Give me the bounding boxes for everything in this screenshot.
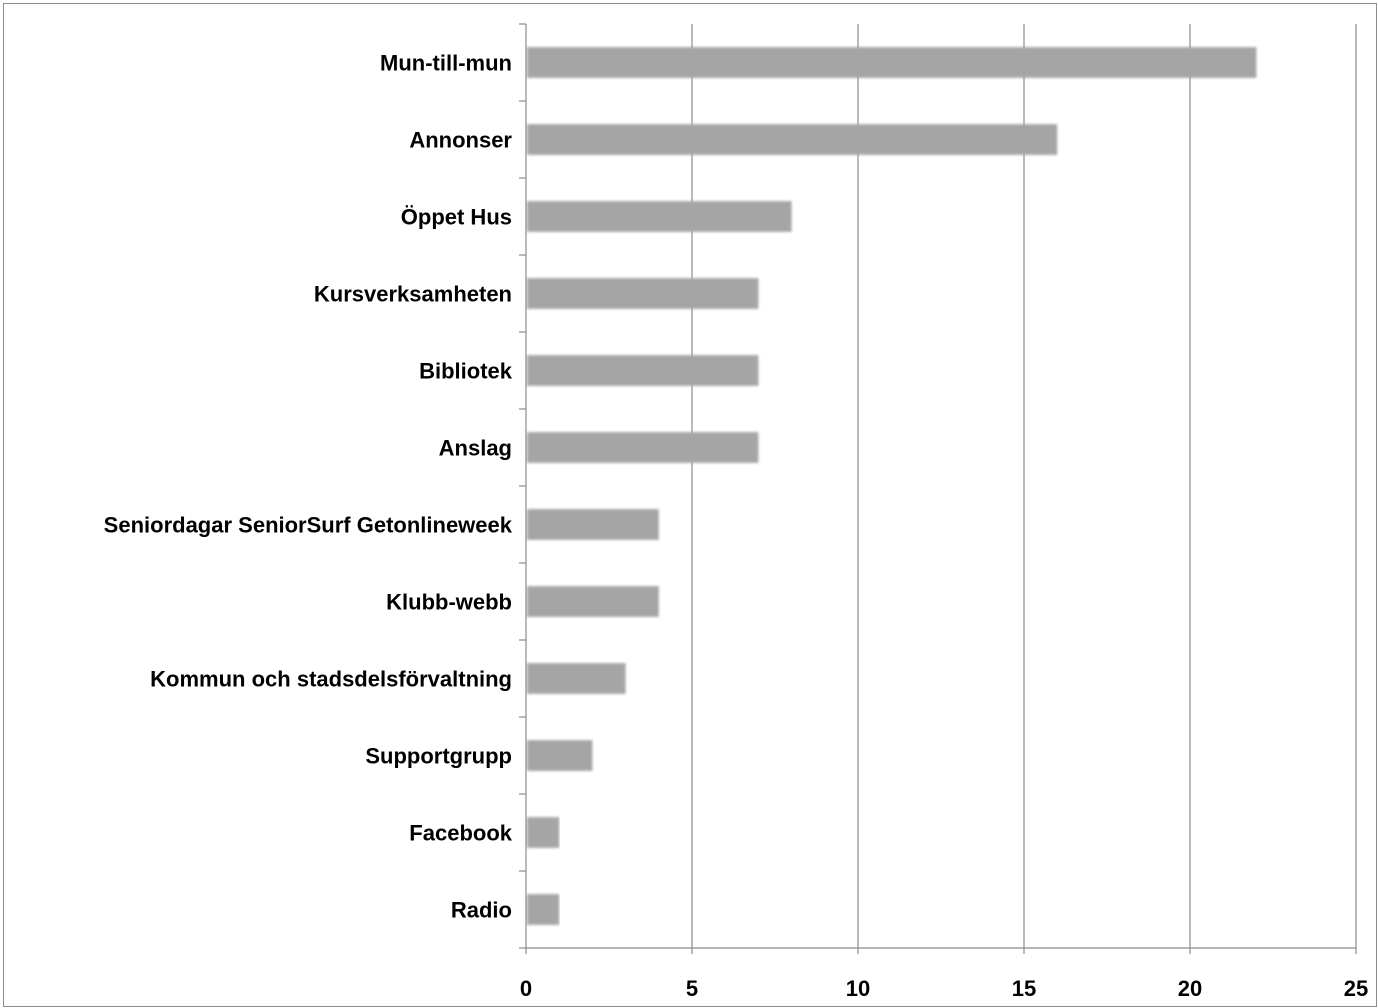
x-tick-label-15: 15 <box>1012 976 1036 1001</box>
bar-mun-till-mun <box>527 47 1257 78</box>
bar-supportgrupp <box>527 740 593 771</box>
category-label-supportgrupp: Supportgrupp <box>365 744 512 769</box>
x-tick-label-25: 25 <box>1344 976 1368 1001</box>
bar-facebook <box>527 817 560 848</box>
category-label-mun-till-mun: Mun-till-mun <box>380 51 512 76</box>
x-tick-label-5: 5 <box>686 976 698 1001</box>
category-label-radio: Radio <box>451 898 512 923</box>
bar-annonser <box>527 124 1058 155</box>
category-label-bibliotek: Bibliotek <box>419 359 513 384</box>
category-label-kommun-och-stadsdelsf-rvaltning: Kommun och stadsdelsförvaltning <box>150 667 512 692</box>
axes <box>519 23 1357 954</box>
bar-radio <box>527 894 560 925</box>
x-tick-labels: 0 5 10 15 20 25 <box>520 976 1368 1001</box>
category-labels: Mun-till-mun Annonser Öppet Hus Kursverksam… <box>104 51 513 923</box>
bar-anslag <box>527 432 759 463</box>
chart-frame <box>3 3 1377 1007</box>
category-label-anslag: Anslag <box>439 436 512 461</box>
bar-ppet-hus <box>527 201 792 232</box>
category-label-klubb-webb: Klubb-webb <box>386 590 512 615</box>
x-tick-label-20: 20 <box>1178 976 1202 1001</box>
bar-kursverksamheten <box>527 278 759 309</box>
category-label-facebook: Facebook <box>409 821 512 846</box>
x-tick-label-0: 0 <box>520 976 532 1001</box>
category-label-ppet-hus: Öppet Hus <box>401 205 512 230</box>
category-label-kursverksamheten: Kursverksamheten <box>314 282 512 307</box>
x-tick-label-10: 10 <box>846 976 870 1001</box>
bar-klubb-webb <box>527 586 659 617</box>
bars <box>527 47 1257 925</box>
bar-bibliotek <box>527 355 759 386</box>
bar-seniordagar-seniorsurf-getonlineweek <box>527 509 659 540</box>
gridlines <box>691 24 1357 948</box>
category-label-seniordagar-seniorsurf-getonlineweek: Seniordagar SeniorSurf Getonlineweek <box>104 513 513 538</box>
bar-kommun-och-stadsdelsf-rvaltning <box>527 663 626 694</box>
category-label-annonser: Annonser <box>409 128 512 153</box>
